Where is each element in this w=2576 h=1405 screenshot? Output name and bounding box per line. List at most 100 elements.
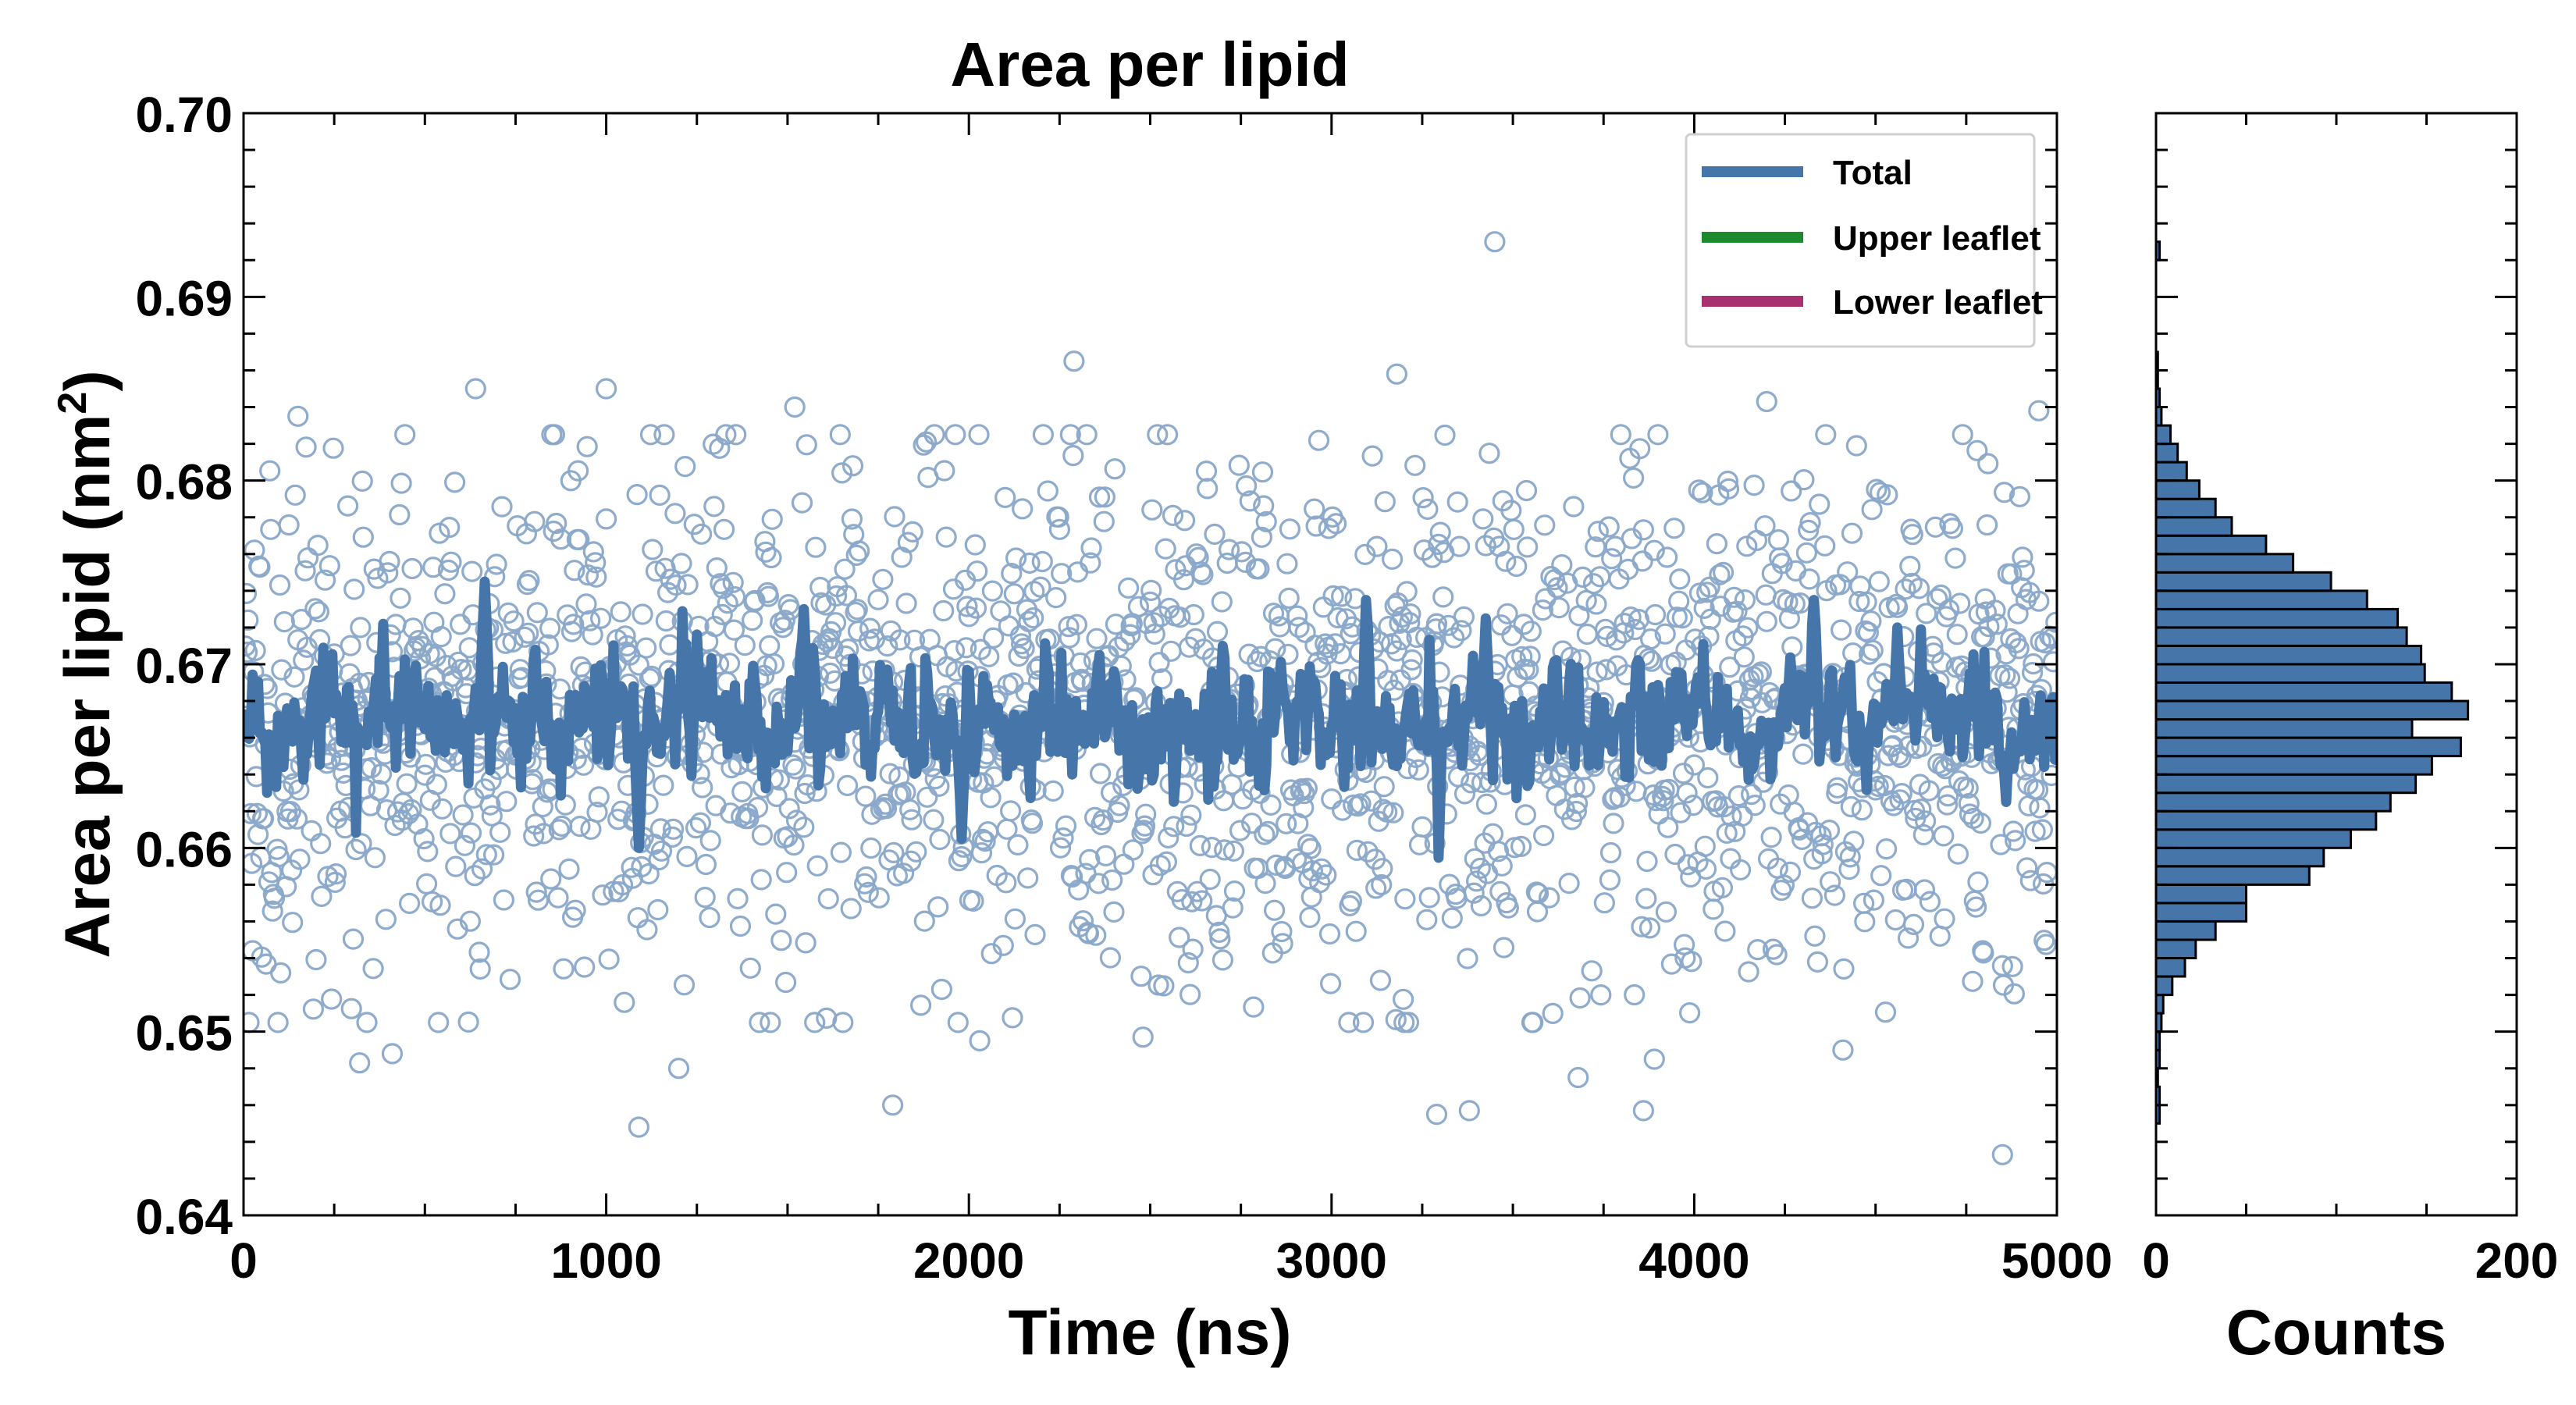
scatter-point [806,855,828,877]
scatter-point [1189,834,1212,857]
scatter-point [450,614,471,635]
histogram-bar [2154,607,2399,629]
scatter-point [1760,826,1782,848]
histogram-bar [2154,699,2470,721]
scatter-point [575,593,597,615]
scatter-point [1374,491,1396,513]
scatter-point [695,853,717,876]
scatter-point [1297,834,1319,855]
scatter-point [364,847,386,869]
scatter-point [1080,537,1102,559]
scatter-point [287,405,309,427]
scatter-point [429,895,451,916]
scatter-point [1660,953,1683,975]
scatter-point [1513,614,1535,635]
scatter-point [379,550,400,573]
scatter-point [301,820,322,842]
scatter-point [1192,564,1214,585]
scatter-point [1762,938,1784,960]
scatter-point [1345,920,1367,942]
scatter-point [934,460,955,482]
scatter-point [761,508,783,530]
scatter-point [1655,901,1678,923]
scatter-point [1181,891,1203,912]
scatter-point [1501,624,1523,646]
scatter-point [1434,424,1456,446]
scatter-point [1542,1002,1564,1025]
scatter-point [340,998,362,1019]
scatter-point [1212,949,1234,971]
scatter-point [1643,539,1665,561]
scatter-point [1392,988,1414,1010]
scatter-point [1631,550,1653,572]
scatter-point [1470,895,1493,917]
y-tick-label: 0.64 [135,1189,233,1245]
scatter-point [1586,661,1608,683]
scatter-point [665,574,687,596]
scatter-point [709,437,731,459]
scatter-point [883,841,905,864]
scatter-point [1944,547,1966,569]
scatter-point [984,766,1005,788]
scatter-point [440,551,462,573]
scatter-point [253,808,275,830]
scatter-point [1294,621,1316,643]
scatter-point [1400,659,1422,681]
scatter-point [1024,923,1046,946]
scatter-point [1163,816,1185,838]
scatter-point [569,815,591,838]
scatter-point [1975,601,1997,623]
scatter-point [1495,550,1517,572]
scatter-point [1119,624,1141,646]
scatter-point [1910,799,1932,820]
scatter-point [899,799,921,821]
scatter-point [244,582,258,604]
scatter-point [1833,958,1855,980]
scatter-point [1990,834,2012,855]
scatter-point [1694,835,1716,857]
scatter-point [1300,886,1322,908]
scatter-point [614,625,636,647]
scatter-point [1411,816,1433,838]
scatter-point [1503,518,1525,541]
scatter-point [795,932,817,954]
scatter-point [727,887,749,910]
scatter-point [577,564,599,586]
scatter-point [1127,596,1150,617]
y-tick-label: 0.68 [135,454,233,510]
scatter-point [475,844,497,866]
scatter-point [638,863,660,885]
scatter-point [1497,897,1519,919]
scatter-point [244,639,266,662]
scatter-point [1089,763,1112,784]
y-axis-label-suffix: ) [52,370,123,391]
scatter-point [367,567,389,589]
scatter-point [1596,659,1617,681]
scatter-point [757,585,780,607]
scatter-point [307,534,329,557]
scatter-point [653,774,674,796]
scatter-point [1160,640,1182,662]
scatter-point [879,763,901,784]
scatter-point [1276,553,1298,574]
scatter-point [1147,424,1169,446]
scatter-point [2013,560,2035,582]
scatter-point [1372,799,1394,820]
scatter-point [964,534,986,556]
scatter-point [783,834,805,856]
scatter-point [1827,777,1848,799]
scatter-point [884,506,906,528]
scatter-point [1228,454,1250,476]
scatter-point [1240,813,1263,834]
scatter-point [1417,498,1439,520]
scatter-point [1966,896,1987,918]
scatter-point [1632,519,1655,541]
main-plot-area [244,231,2057,1165]
scatter-point [1277,643,1299,665]
scatter-point [1902,913,1925,936]
scatter-point [1887,596,1909,618]
scatter-point [548,819,570,841]
scatter-point [342,928,365,950]
histogram-bar [2154,828,2352,849]
scatter-point [1654,623,1676,645]
